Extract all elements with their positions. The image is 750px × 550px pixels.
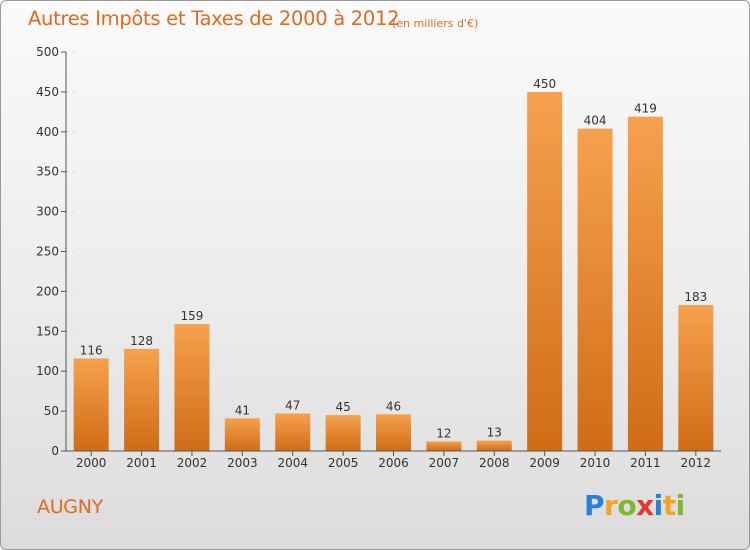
bar-2005 — [325, 415, 361, 451]
data-label-2009: 450 — [533, 77, 556, 91]
y-tick-label: 50 — [44, 404, 59, 418]
x-tick-label-2000: 2000 — [76, 456, 107, 470]
data-label-2006: 46 — [386, 399, 401, 413]
y-tick-label: 200 — [36, 284, 59, 298]
chart-title: Autres Impôts et Taxes de 2000 à 2012 — [28, 7, 400, 30]
x-tick-label-2002: 2002 — [177, 456, 208, 470]
x-tick-label-2007: 2007 — [429, 456, 460, 470]
bar-2007 — [426, 441, 462, 451]
y-tick-label: 250 — [36, 245, 59, 259]
y-tick-label: 450 — [36, 85, 59, 99]
y-tick-label: 350 — [36, 165, 59, 179]
location-label: AUGNY — [37, 496, 103, 518]
bar-2009 — [527, 91, 563, 452]
data-label-2002: 159 — [181, 309, 204, 323]
bar-2006 — [376, 414, 411, 451]
data-label-2003: 41 — [235, 403, 250, 417]
y-tick-label: 0 — [51, 444, 59, 458]
data-labels-group: 116 128 159 41 47 45 46 12 13 450 404 419 183 — [80, 77, 708, 441]
bar-2010 — [577, 128, 613, 451]
y-tick-label: 500 — [36, 45, 59, 59]
y-tick-label: 100 — [36, 364, 59, 378]
x-tick-label-2006: 2006 — [378, 456, 409, 470]
y-tick-label: 400 — [36, 125, 59, 139]
data-label-2005: 45 — [335, 400, 350, 414]
x-tick-label-2008: 2008 — [479, 456, 510, 470]
bar-2001 — [124, 348, 160, 451]
x-tick-label-2009: 2009 — [529, 456, 560, 470]
data-label-2000: 116 — [80, 343, 103, 357]
x-tick-label-2001: 2001 — [126, 456, 157, 470]
data-label-2004: 47 — [285, 398, 300, 412]
bar-2000 — [73, 358, 109, 451]
x-tick-label-2012: 2012 — [681, 456, 712, 470]
data-label-2001: 128 — [130, 334, 153, 348]
data-label-2008: 13 — [487, 426, 502, 440]
data-label-2011: 419 — [634, 102, 657, 116]
data-label-2010: 404 — [584, 114, 607, 128]
y-tick-label: 300 — [36, 205, 59, 219]
proxiti-logo: Proxiti — [584, 489, 685, 522]
bar-2003 — [224, 418, 260, 451]
axes-group: 0 50 100 150 200 250 300 350 400 450 500 2000 2001 20… — [36, 45, 721, 470]
chart-unit-label: (en milliers d'€) — [392, 17, 479, 30]
x-tick-label-2011: 2011 — [630, 456, 661, 470]
data-label-2012: 183 — [684, 290, 707, 304]
x-tick-label-2010: 2010 — [580, 456, 611, 470]
bar-2008 — [476, 440, 512, 451]
bar-2004 — [275, 413, 311, 451]
x-tick-label-2003: 2003 — [227, 456, 258, 470]
bars-group — [73, 91, 714, 452]
x-tick-label-2005: 2005 — [328, 456, 359, 470]
bar-2002 — [174, 324, 210, 451]
bar-2012 — [678, 304, 714, 451]
bar-2011 — [627, 116, 663, 451]
grid-lines — [66, 51, 78, 452]
y-tick-label: 150 — [36, 324, 59, 338]
x-tick-label-2004: 2004 — [277, 456, 308, 470]
data-label-2007: 12 — [436, 426, 451, 440]
